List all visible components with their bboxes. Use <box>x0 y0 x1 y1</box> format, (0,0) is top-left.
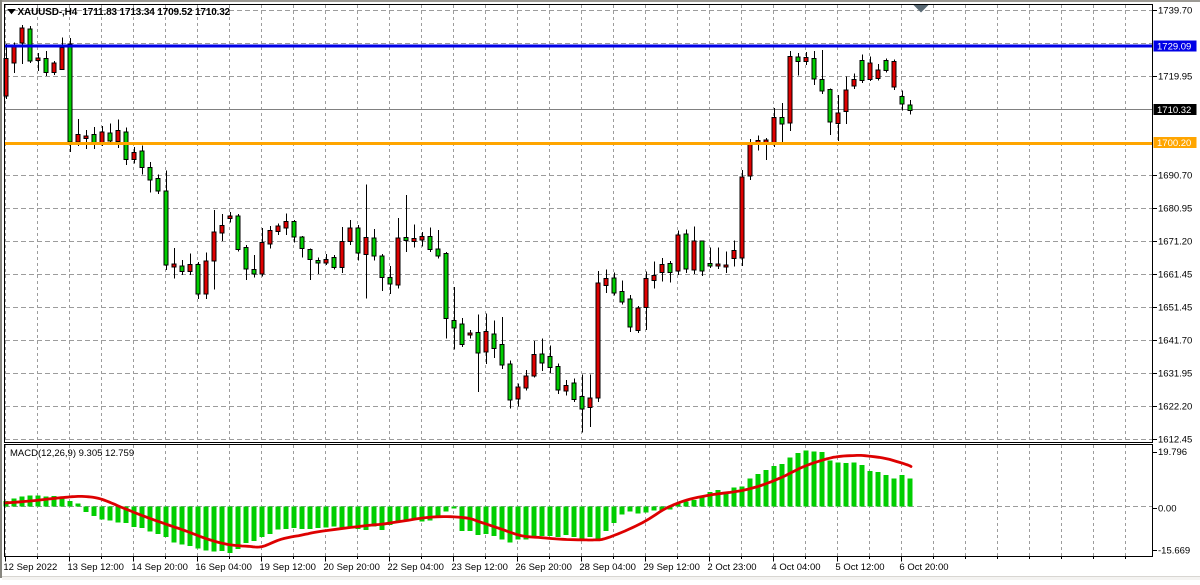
svg-text:20 Sep 20:00: 20 Sep 20:00 <box>323 562 380 573</box>
svg-text:19 Sep 12:00: 19 Sep 12:00 <box>259 562 316 573</box>
svg-text:22 Sep 04:00: 22 Sep 04:00 <box>387 562 444 573</box>
svg-text:5 Oct 12:00: 5 Oct 12:00 <box>835 562 884 573</box>
svg-text:1729.09: 1729.09 <box>1157 41 1191 52</box>
svg-text:26 Sep 20:00: 26 Sep 20:00 <box>515 562 572 573</box>
svg-text:29 Sep 12:00: 29 Sep 12:00 <box>643 562 700 573</box>
svg-text:1690.70: 1690.70 <box>1158 171 1192 182</box>
svg-text:12 Sep 2022: 12 Sep 2022 <box>3 562 57 573</box>
svg-text:4 Oct 04:00: 4 Oct 04:00 <box>771 562 820 573</box>
svg-text:16 Sep 04:00: 16 Sep 04:00 <box>195 562 252 573</box>
svg-text:MACD(12,26,9) 9.305 12.759: MACD(12,26,9) 9.305 12.759 <box>10 448 134 459</box>
svg-text:1651.45: 1651.45 <box>1158 303 1192 314</box>
svg-text:-15.669: -15.669 <box>1158 546 1190 557</box>
svg-text:1700.20: 1700.20 <box>1157 138 1191 149</box>
svg-text:1631.95: 1631.95 <box>1158 369 1192 380</box>
svg-text:23 Sep 12:00: 23 Sep 12:00 <box>451 562 508 573</box>
svg-text:6 Oct 20:00: 6 Oct 20:00 <box>899 562 948 573</box>
svg-text:1641.70: 1641.70 <box>1158 336 1192 347</box>
svg-text:1612.45: 1612.45 <box>1158 435 1192 446</box>
svg-text:1661.45: 1661.45 <box>1158 270 1192 281</box>
svg-text:XAUUSD-,H4 1711.83 1713.34 17: XAUUSD-,H4 1711.83 1713.34 1709.52 1710.… <box>18 7 231 18</box>
svg-text:1739.70: 1739.70 <box>1158 6 1192 17</box>
svg-text:1680.95: 1680.95 <box>1158 204 1192 215</box>
svg-text:28 Sep 04:00: 28 Sep 04:00 <box>579 562 636 573</box>
svg-text:1719.95: 1719.95 <box>1158 72 1192 83</box>
svg-text:1710.32: 1710.32 <box>1157 105 1191 116</box>
svg-text:1622.20: 1622.20 <box>1158 402 1192 413</box>
svg-text:1671.20: 1671.20 <box>1158 237 1192 248</box>
svg-text:14 Sep 20:00: 14 Sep 20:00 <box>131 562 188 573</box>
svg-text:2 Oct 23:00: 2 Oct 23:00 <box>707 562 756 573</box>
svg-text:13 Sep 12:00: 13 Sep 12:00 <box>67 562 124 573</box>
svg-text:19.796: 19.796 <box>1158 447 1187 458</box>
svg-text:0.00: 0.00 <box>1158 503 1177 514</box>
